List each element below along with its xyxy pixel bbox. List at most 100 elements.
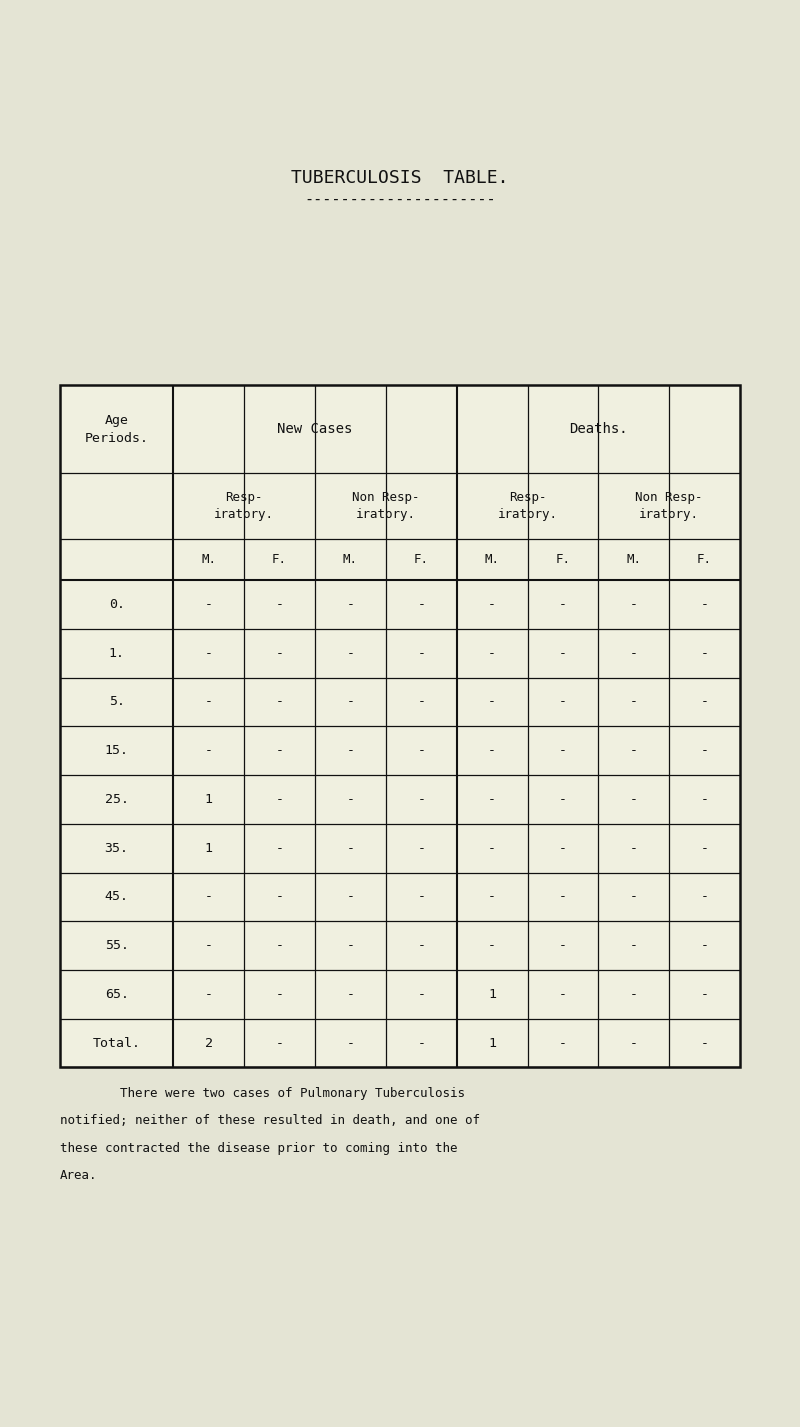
Text: 65.: 65.: [105, 987, 129, 1000]
Bar: [60, 385, 740, 1067]
Text: -: -: [275, 890, 283, 903]
Text: -: -: [275, 745, 283, 758]
Text: F.: F.: [272, 554, 287, 567]
Text: notified; neither of these resulted in death, and one of: notified; neither of these resulted in d…: [60, 1114, 480, 1127]
Text: -: -: [205, 695, 213, 708]
Text: M.: M.: [343, 554, 358, 567]
Text: -: -: [701, 987, 709, 1000]
Text: -: -: [205, 598, 213, 611]
Text: -: -: [559, 842, 567, 855]
Text: -: -: [488, 890, 496, 903]
Text: -: -: [275, 842, 283, 855]
Text: M.: M.: [626, 554, 642, 567]
Text: 1.: 1.: [109, 646, 125, 659]
Text: -: -: [701, 598, 709, 611]
Text: -: -: [346, 745, 354, 758]
Text: -: -: [275, 695, 283, 708]
Text: -: -: [346, 1036, 354, 1049]
Text: 0.: 0.: [109, 598, 125, 611]
Text: -: -: [701, 646, 709, 659]
Bar: [60, 385, 740, 1067]
Text: -: -: [275, 793, 283, 806]
Text: -: -: [275, 598, 283, 611]
Text: 1: 1: [488, 987, 496, 1000]
Text: 45.: 45.: [105, 890, 129, 903]
Text: these contracted the disease prior to coming into the: these contracted the disease prior to co…: [60, 1142, 458, 1154]
Text: 35.: 35.: [105, 842, 129, 855]
Text: -: -: [488, 695, 496, 708]
Text: -: -: [559, 890, 567, 903]
Text: TUBERCULOSIS  TABLE.: TUBERCULOSIS TABLE.: [291, 170, 509, 187]
Text: -: -: [488, 598, 496, 611]
Text: -: -: [630, 842, 638, 855]
Text: -: -: [418, 987, 426, 1000]
Text: -: -: [346, 695, 354, 708]
Text: Age
Periods.: Age Periods.: [85, 414, 149, 445]
Text: -: -: [205, 745, 213, 758]
Text: 1: 1: [205, 793, 213, 806]
Text: -: -: [418, 939, 426, 952]
Text: -: -: [418, 646, 426, 659]
Text: -: -: [701, 695, 709, 708]
Text: New Cases: New Cases: [278, 422, 353, 437]
Text: -: -: [559, 695, 567, 708]
Text: -: -: [346, 987, 354, 1000]
Text: Resp-
iratory.: Resp- iratory.: [214, 491, 274, 521]
Text: ---------------------: ---------------------: [304, 193, 496, 207]
Text: -: -: [559, 987, 567, 1000]
Text: -: -: [701, 793, 709, 806]
Text: -: -: [418, 695, 426, 708]
Text: -: -: [701, 745, 709, 758]
Text: -: -: [275, 1036, 283, 1049]
Text: M.: M.: [202, 554, 216, 567]
Text: -: -: [630, 1036, 638, 1049]
Text: -: -: [346, 646, 354, 659]
Text: -: -: [418, 793, 426, 806]
Text: 25.: 25.: [105, 793, 129, 806]
Text: -: -: [559, 1036, 567, 1049]
Text: -: -: [205, 939, 213, 952]
Text: -: -: [630, 598, 638, 611]
Text: Non Resp-
iratory.: Non Resp- iratory.: [352, 491, 419, 521]
Text: -: -: [275, 939, 283, 952]
Text: 1: 1: [488, 1036, 496, 1049]
Text: -: -: [488, 745, 496, 758]
Text: -: -: [418, 598, 426, 611]
Text: -: -: [205, 890, 213, 903]
Text: -: -: [418, 1036, 426, 1049]
Text: -: -: [418, 842, 426, 855]
Text: -: -: [346, 842, 354, 855]
Text: -: -: [559, 646, 567, 659]
Text: -: -: [630, 793, 638, 806]
Text: 55.: 55.: [105, 939, 129, 952]
Text: -: -: [559, 793, 567, 806]
Text: 5.: 5.: [109, 695, 125, 708]
Text: M.: M.: [485, 554, 499, 567]
Text: -: -: [418, 745, 426, 758]
Text: -: -: [701, 842, 709, 855]
Text: Total.: Total.: [93, 1036, 141, 1049]
Text: There were two cases of Pulmonary Tuberculosis: There were two cases of Pulmonary Tuberc…: [60, 1087, 465, 1100]
Text: -: -: [701, 939, 709, 952]
Text: -: -: [488, 793, 496, 806]
Text: 2: 2: [205, 1036, 213, 1049]
Text: Resp-
iratory.: Resp- iratory.: [498, 491, 558, 521]
Text: -: -: [275, 646, 283, 659]
Text: -: -: [488, 939, 496, 952]
Text: Non Resp-
iratory.: Non Resp- iratory.: [635, 491, 703, 521]
Text: -: -: [630, 695, 638, 708]
Text: -: -: [488, 842, 496, 855]
Text: F.: F.: [414, 554, 429, 567]
Text: 15.: 15.: [105, 745, 129, 758]
Text: Deaths.: Deaths.: [569, 422, 628, 437]
Text: -: -: [701, 890, 709, 903]
Text: -: -: [559, 745, 567, 758]
Text: -: -: [559, 598, 567, 611]
Text: 1: 1: [205, 842, 213, 855]
Text: -: -: [559, 939, 567, 952]
Text: -: -: [346, 793, 354, 806]
Text: -: -: [346, 939, 354, 952]
Text: -: -: [346, 890, 354, 903]
Text: -: -: [701, 1036, 709, 1049]
Text: -: -: [346, 598, 354, 611]
